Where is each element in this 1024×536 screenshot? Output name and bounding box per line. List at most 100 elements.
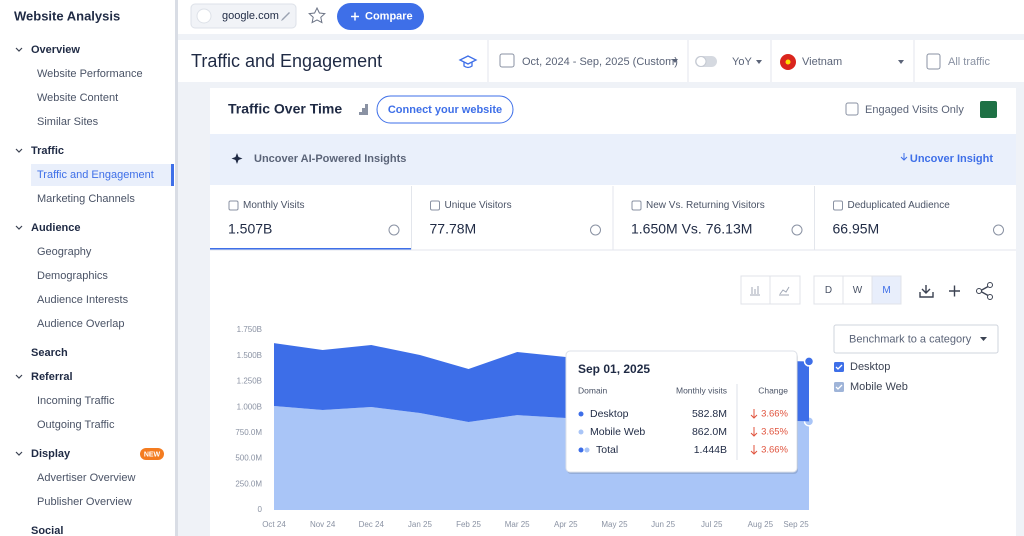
section-label[interactable]: Traffic [31,145,64,157]
benchmark-dropdown[interactable] [833,324,999,354]
share-dot [976,288,982,294]
metrics-row: Monthly Visits 1.507B Unique Visitors 77.78… [210,186,1016,251]
section-label[interactable]: Social [31,525,63,536]
chevron[interactable] [15,374,23,379]
insight-band [210,134,1016,185]
nav-item[interactable]: Website Content [37,92,118,104]
bar-icon[interactable] [750,286,760,296]
yoy[interactable]: YoY [732,56,752,68]
info-icon[interactable] [590,224,601,236]
excel-icon[interactable] [980,101,997,118]
benchmark-label: Benchmark to a category [849,333,972,345]
sidebar-title: Website Analysis [14,8,120,23]
tooltip-dot [578,447,584,453]
nav-item[interactable]: Audience Overlap [37,318,124,330]
tooltip-domain: Total [596,444,618,456]
tooltip-domain: Mobile Web [590,426,645,438]
plus-icon [351,12,359,21]
nav-item[interactable]: Incoming Traffic [37,395,115,407]
edit-icon[interactable] [281,12,290,21]
data-quality-icon [356,104,368,115]
insight-text: Uncover AI-Powered Insights [254,153,406,165]
star-icon[interactable] [308,6,326,24]
nav-item[interactable]: Outgoing Traffic [37,419,115,431]
country[interactable]: Vietnam [802,56,842,68]
chevron[interactable] [15,451,23,456]
metric-value: 77.78M [430,221,477,237]
connect-label: Connect your website [388,104,502,116]
granularity-button[interactable] [813,275,844,305]
info-icon[interactable] [993,224,1004,236]
hover-point[interactable] [803,356,815,367]
nav-item[interactable]: Advertiser Overview [37,472,135,484]
insight-link[interactable]: Uncover Insight [910,153,993,165]
y-tick-label: 1.250B [237,377,262,386]
tooltip-dot [578,429,584,435]
nav-item[interactable]: Demographics [37,270,108,282]
section-label[interactable]: Referral [31,371,73,383]
tooltip-change: 3.66% [761,445,788,456]
nav-item[interactable]: Website Performance [37,68,143,80]
y-tick-label: 0 [258,505,263,514]
x-tick-label: May 25 [601,520,628,529]
nav-item[interactable]: Traffic and Engagement [37,169,154,181]
connect-button[interactable] [376,95,514,124]
line-icon[interactable] [779,286,790,296]
info-icon[interactable] [791,224,803,236]
tooltip-date: Sep 01, 2025 [578,362,650,376]
tooltip-change: 3.66% [761,409,788,420]
share-dot [987,282,993,288]
engaged-checkbox[interactable] [845,102,859,116]
tooltip-value: 862.0M [692,426,727,438]
compare-button[interactable] [337,3,424,30]
nav-item[interactable]: Similar Sites [37,116,99,128]
chevron[interactable] [15,47,23,52]
chevron[interactable] [15,148,23,153]
nav-item[interactable]: Publisher Overview [37,496,132,508]
info-icon[interactable] [388,224,400,236]
x-tick-label: Jul 25 [701,520,723,529]
nav-item[interactable]: Marketing Channels [37,193,135,205]
date-range[interactable]: Oct, 2024 - Sep, 2025 (Custom) [522,56,678,68]
check [835,384,843,390]
page-header [178,40,1024,82]
download-icon[interactable] [919,285,934,298]
nav-item[interactable]: Audience Interests [37,294,129,306]
legend-label[interactable]: Mobile Web [850,381,908,393]
y-tick-label: 500.0M [235,454,262,463]
section-label[interactable]: Display [31,448,71,460]
caret [980,337,987,341]
granularity-button[interactable] [871,275,902,305]
share-dot [987,294,993,300]
tooltip-header: Monthly visits [676,385,727,395]
traffic-filter[interactable]: All traffic [948,56,990,68]
y-tick-label: 1.750B [237,325,262,334]
y-tick-label: 1.500B [237,351,262,360]
academy-icon[interactable] [458,55,478,69]
granularity-button[interactable] [842,275,873,305]
x-tick-label: Jan 25 [408,520,433,529]
add-icon[interactable] [949,285,960,297]
tooltip-box [565,350,798,473]
sidebar-nav: Overview Website Performance Website Conte… [15,44,174,536]
y-tick-label: 250.0M [235,479,262,488]
caret [756,60,762,64]
section-label[interactable]: Search [31,347,68,359]
granularity-label: M [882,285,890,296]
legend-label[interactable]: Desktop [850,361,890,373]
y-tick-label: 1.000B [237,402,262,411]
chevron[interactable] [15,225,23,230]
domain-chip[interactable] [190,3,297,29]
tooltip-domain: Desktop [590,408,629,420]
down-arrow [750,445,758,455]
nav-item[interactable]: Geography [37,246,92,258]
legend-checkbox[interactable] [834,362,844,372]
legend-checkbox[interactable] [834,382,844,392]
section-label[interactable]: Audience [31,222,81,234]
metric-icon [228,200,239,211]
tooltip: Sep 01, 2025 Domain Monthly visits Change De… [565,350,798,474]
section-label[interactable]: Overview [31,44,80,56]
sparkle-icon [231,153,243,164]
